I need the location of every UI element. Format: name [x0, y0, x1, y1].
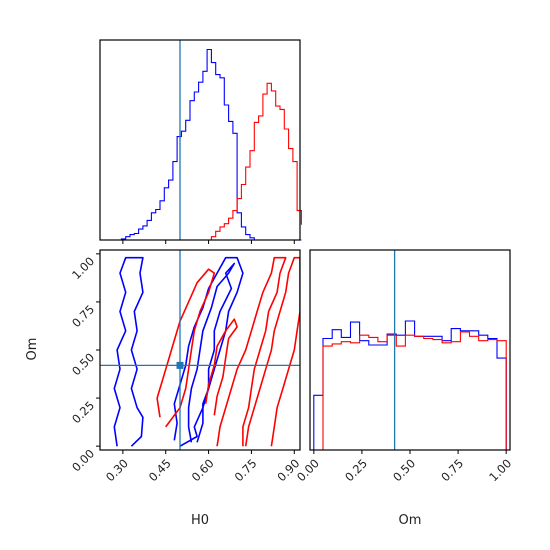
om-hist-xtick-label: 1.00 [486, 456, 514, 484]
joint-xtick-label: 0.45 [146, 456, 174, 484]
x-axis-label-h0: H0 [191, 513, 209, 528]
contour-group [113, 256, 300, 447]
contour-1-3 [156, 268, 216, 428]
om-hist-xtick-label: 0.25 [342, 456, 370, 484]
h0-hist-series-0 [100, 48, 302, 241]
joint-contour-panel: 0.30 0.45 0.60 0.75 0.900.000.250.500.751.00 [69, 249, 302, 484]
joint-ytick-label: 0.50 [69, 350, 97, 378]
contour-0-2 [173, 256, 244, 447]
om-histogram-panel: 0.00 0.25 0.50 0.75 1.00 [294, 249, 514, 484]
contour-0-0 [113, 256, 144, 447]
om-hist-xtick-label: 0.75 [438, 456, 466, 484]
h0-histogram-panel [99, 39, 302, 244]
contour-1-1 [216, 256, 287, 447]
y-axis-label-om: Om [25, 338, 40, 361]
joint-ytick-label: 0.75 [69, 302, 97, 330]
joint-xtick-label: 0.60 [189, 456, 217, 484]
contour-0-1 [187, 262, 236, 443]
om-hist-frame [309, 249, 511, 451]
joint-xtick-label: 0.30 [103, 456, 131, 484]
om-hist-series-0 [313, 320, 507, 450]
joint-ytick-label: 1.00 [69, 254, 97, 282]
om-hist-xtick-label: 0.50 [390, 456, 418, 484]
contour-1-2 [244, 256, 300, 447]
om-hist-series-1 [313, 331, 507, 451]
joint-ytick-label: 0.25 [69, 398, 97, 426]
contour-1-0 [204, 318, 238, 416]
h0-hist-frame [99, 39, 301, 241]
joint-ytick-label: 0.00 [69, 446, 97, 474]
joint-truth-marker [176, 361, 184, 369]
x-axis-label-om: Om [399, 513, 422, 528]
om-hist-xtick-label: 0.00 [294, 456, 322, 484]
h0-hist-series-1 [100, 82, 302, 241]
joint-xtick-label: 0.75 [232, 456, 260, 484]
